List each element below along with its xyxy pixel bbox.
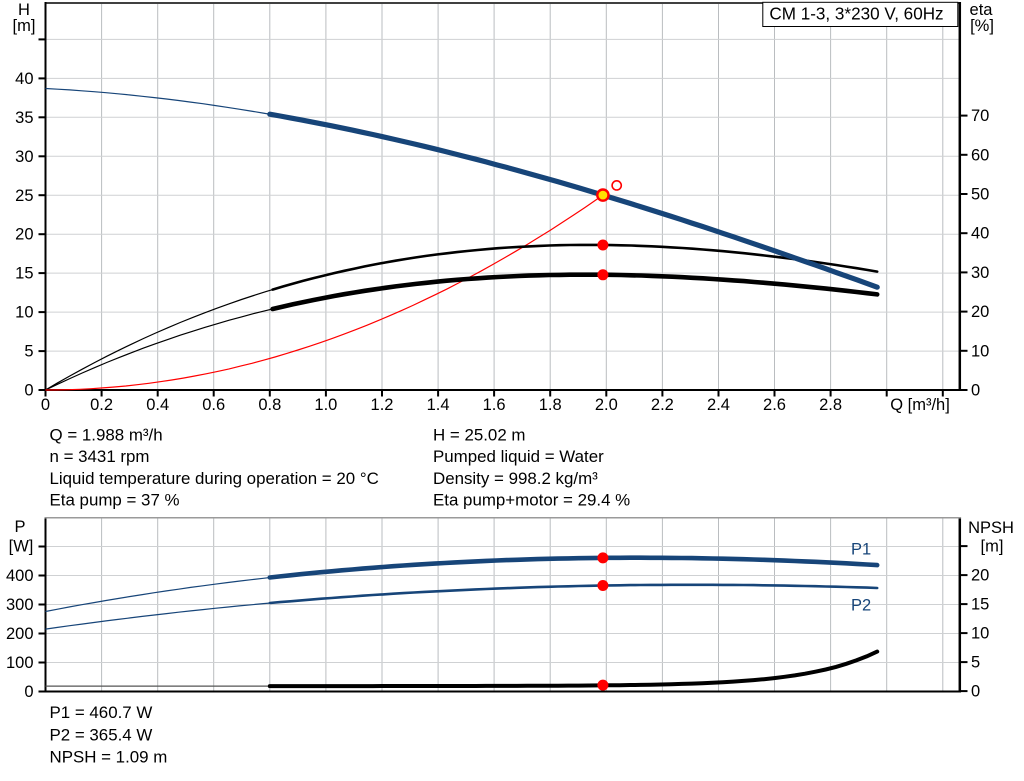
svg-text:70: 70 <box>971 107 989 125</box>
svg-text:P1 = 460.7 W: P1 = 460.7 W <box>50 703 153 722</box>
svg-text:H = 25.02 m: H = 25.02 m <box>433 426 525 445</box>
svg-text:P2 = 365.4 W: P2 = 365.4 W <box>50 725 153 744</box>
svg-text:200: 200 <box>6 625 34 643</box>
svg-text:Q = 1.988 m³/h: Q = 1.988 m³/h <box>50 426 163 445</box>
svg-text:30: 30 <box>15 148 33 166</box>
svg-text:15: 15 <box>15 265 33 283</box>
svg-text:n = 3431 rpm: n = 3431 rpm <box>50 447 150 466</box>
svg-text:Liquid temperature during oper: Liquid temperature during operation = 20… <box>50 469 379 488</box>
svg-text:Pumped liquid = Water: Pumped liquid = Water <box>433 447 604 466</box>
svg-text:1.2: 1.2 <box>371 396 394 414</box>
svg-text:40: 40 <box>971 225 989 243</box>
svg-text:NPSH = 1.09 m: NPSH = 1.09 m <box>50 748 168 767</box>
svg-text:0: 0 <box>971 683 980 701</box>
svg-text:2.6: 2.6 <box>763 396 786 414</box>
svg-text:P: P <box>14 518 25 536</box>
svg-text:Q [m³/h]: Q [m³/h] <box>890 396 950 414</box>
svg-text:5: 5 <box>24 343 33 361</box>
svg-text:0: 0 <box>24 382 33 400</box>
svg-text:0.8: 0.8 <box>258 396 281 414</box>
svg-text:[m]: [m] <box>981 538 1004 556</box>
svg-text:CM 1-3, 3*230 V, 60Hz: CM 1-3, 3*230 V, 60Hz <box>769 5 943 24</box>
svg-text:NPSH: NPSH <box>968 519 1014 537</box>
svg-text:0.6: 0.6 <box>202 396 225 414</box>
svg-text:[%]: [%] <box>970 17 994 35</box>
svg-text:100: 100 <box>6 654 34 672</box>
svg-text:2.0: 2.0 <box>595 396 618 414</box>
svg-text:25: 25 <box>15 187 33 205</box>
svg-text:50: 50 <box>971 186 989 204</box>
svg-text:0: 0 <box>41 396 50 414</box>
svg-text:[W]: [W] <box>9 538 34 556</box>
svg-text:P1: P1 <box>851 541 871 559</box>
svg-text:2.8: 2.8 <box>819 396 842 414</box>
svg-text:2.2: 2.2 <box>651 396 674 414</box>
svg-text:[m]: [m] <box>13 17 36 35</box>
svg-text:Eta pump = 37 %: Eta pump = 37 % <box>50 491 180 510</box>
svg-text:20: 20 <box>971 303 989 321</box>
svg-text:15: 15 <box>971 596 989 614</box>
svg-text:0: 0 <box>24 683 33 701</box>
svg-text:400: 400 <box>6 567 34 585</box>
svg-text:20: 20 <box>971 567 989 585</box>
svg-text:10: 10 <box>971 342 989 360</box>
svg-text:1.4: 1.4 <box>427 396 450 414</box>
svg-text:40: 40 <box>15 70 33 88</box>
svg-text:10: 10 <box>15 304 33 322</box>
svg-text:P2: P2 <box>851 597 871 615</box>
svg-text:Density = 998.2 kg/m³: Density = 998.2 kg/m³ <box>433 469 598 488</box>
svg-text:5: 5 <box>971 654 980 672</box>
svg-text:30: 30 <box>971 264 989 282</box>
svg-text:0: 0 <box>971 382 980 400</box>
svg-text:60: 60 <box>971 146 989 164</box>
svg-text:1.0: 1.0 <box>314 396 337 414</box>
svg-text:0.2: 0.2 <box>90 396 113 414</box>
svg-text:35: 35 <box>15 109 33 127</box>
svg-text:300: 300 <box>6 596 34 614</box>
svg-text:eta: eta <box>970 1 994 19</box>
svg-text:Eta pump+motor = 29.4 %: Eta pump+motor = 29.4 % <box>433 491 630 510</box>
svg-text:H: H <box>18 1 30 19</box>
svg-text:0.4: 0.4 <box>146 396 169 414</box>
svg-text:10: 10 <box>971 625 989 643</box>
svg-text:2.4: 2.4 <box>707 396 730 414</box>
svg-text:1.6: 1.6 <box>483 396 506 414</box>
svg-text:1.8: 1.8 <box>539 396 562 414</box>
svg-text:20: 20 <box>15 226 33 244</box>
